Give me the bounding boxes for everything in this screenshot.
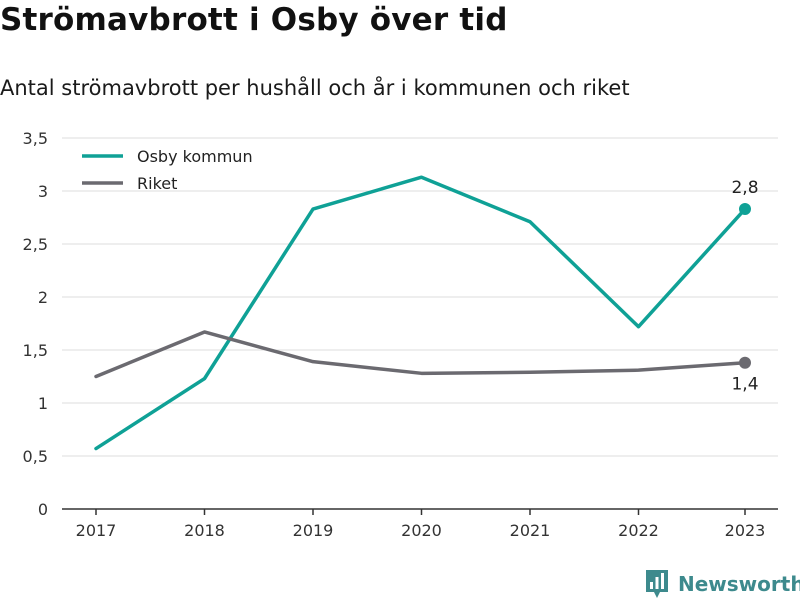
series-line-osby-kommun — [94, 175, 747, 451]
series-lines: 2,8 1,4 — [94, 175, 759, 451]
y-tick-label: 3,5 — [23, 129, 48, 148]
x-tick-label: 2020 — [401, 521, 442, 540]
x-tick-label: 2023 — [725, 521, 766, 540]
legend-label-osby-kommun: Osby kommun — [137, 147, 253, 166]
x-tick-label: 2022 — [618, 521, 659, 540]
series-line-riket — [94, 330, 747, 379]
end-marker-riket — [739, 356, 751, 369]
y-tick-label: 2,5 — [23, 235, 48, 254]
x-tick-label: 2017 — [76, 521, 117, 540]
end-label-riket: 1,4 — [731, 375, 758, 395]
y-tick-label: 1 — [38, 394, 48, 413]
end-label-osby-kommun: 2,8 — [731, 178, 758, 198]
y-axis-ticks: 0 0,5 1 1,5 2 2,5 3 3,5 — [23, 129, 48, 519]
end-marker-osby-kommun — [739, 203, 751, 216]
x-axis: 2017 2018 2019 2020 2021 2022 2023 — [62, 508, 778, 540]
chart-subtitle: Antal strömavbrott per hushåll och år i … — [0, 76, 630, 100]
y-tick-label: 2 — [38, 288, 48, 307]
legend: Osby kommun Riket — [82, 147, 253, 193]
y-tick-label: 3 — [38, 182, 48, 201]
newsworthy-brand: Newsworthy — [644, 568, 800, 600]
newsworthy-logo-icon — [646, 570, 668, 598]
gridlines — [62, 137, 778, 457]
chart-title: Strömavbrott i Osby över tid — [0, 2, 508, 38]
x-tick-label: 2018 — [184, 521, 225, 540]
legend-label-riket: Riket — [137, 174, 177, 193]
x-tick-label: 2019 — [293, 521, 334, 540]
x-tick-label: 2021 — [510, 521, 551, 540]
y-tick-label: 1,5 — [23, 341, 48, 360]
y-tick-label: 0,5 — [23, 447, 48, 466]
brand-name: Newsworthy — [678, 572, 800, 596]
y-tick-label: 0 — [38, 500, 48, 519]
